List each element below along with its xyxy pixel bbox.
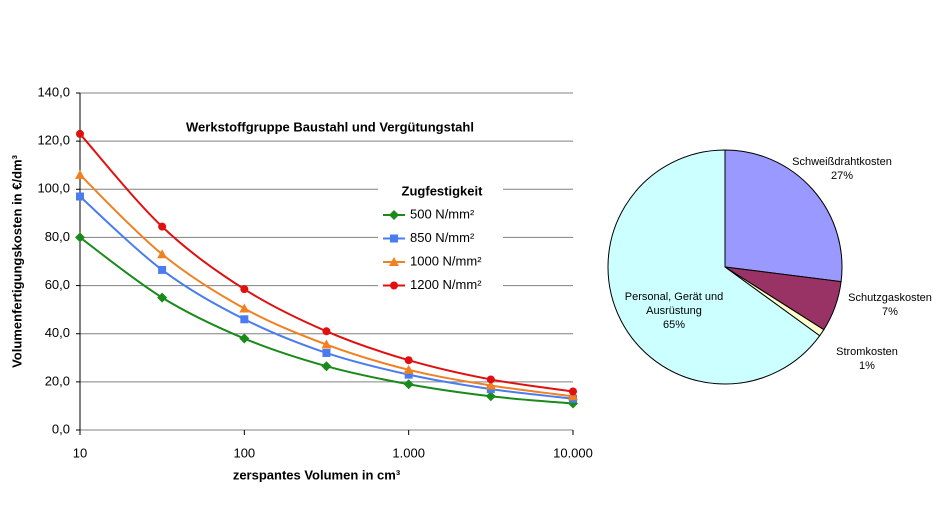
pie-slice — [724, 149, 843, 283]
legend-marker — [390, 281, 398, 290]
data-point — [404, 370, 413, 379]
pie-label: Schutzgaskosten 7% — [825, 291, 945, 319]
title-box — [155, 117, 505, 139]
x-tick-label: 10 — [73, 445, 87, 460]
data-point — [157, 249, 168, 259]
data-point — [239, 333, 250, 344]
legend-label: 1000 N/mm² — [410, 253, 482, 268]
slice-value: 1% — [859, 360, 875, 372]
data-point — [404, 356, 413, 365]
slice-name: Personal, Gerät und Ausrüstung — [624, 291, 724, 317]
pie-slice — [607, 149, 821, 385]
y-tick-label: 0,0 — [52, 421, 70, 436]
data-point — [568, 391, 578, 401]
x-tick-label: 1.000 — [392, 445, 425, 460]
data-point — [322, 327, 331, 336]
data-point — [239, 303, 250, 313]
pie-label: Schweißdrahtkosten 27% — [777, 155, 907, 183]
x-tick-label: 100 — [233, 445, 255, 460]
data-point — [322, 348, 331, 357]
y-tick-label: 20,0 — [45, 373, 70, 388]
y-tick-label: 80,0 — [45, 229, 70, 244]
data-point — [486, 375, 495, 384]
data-point — [76, 192, 84, 201]
x-tick-label: 10.000 — [553, 445, 593, 460]
legend-marker — [389, 257, 399, 266]
slice-name: Schutzgaskosten — [848, 292, 932, 304]
y-axis-title: Volumenfertigungskosten in €/dm³ — [9, 154, 24, 368]
slice-name: Schweißdrahtkosten — [792, 156, 892, 168]
data-point — [158, 265, 167, 274]
data-point — [569, 387, 577, 396]
slice-name: Stromkosten — [836, 346, 898, 358]
data-point — [485, 391, 496, 402]
data-point — [485, 380, 496, 390]
data-point — [158, 222, 167, 231]
data-point — [76, 129, 84, 138]
y-tick-label: 60,0 — [45, 277, 70, 292]
legend-marker — [389, 210, 399, 220]
legend-box — [378, 178, 503, 290]
chart-title: Werkstoffgruppe Baustahl und Vergütungst… — [186, 119, 474, 134]
slice-value: 65% — [662, 319, 686, 331]
y-tick-label: 120,0 — [37, 133, 70, 148]
y-tick-label: 100,0 — [37, 181, 70, 196]
legend-title: Zugfestigkeit — [402, 183, 484, 198]
slice-value: 7% — [882, 306, 898, 318]
legend-marker — [390, 234, 398, 243]
data-point — [75, 169, 85, 179]
y-tick-label: 40,0 — [45, 325, 70, 340]
data-point — [240, 285, 249, 294]
data-point — [403, 364, 414, 374]
pie-label: Stromkosten 1% — [802, 345, 932, 373]
data-point — [321, 361, 332, 372]
data-point — [321, 339, 332, 349]
legend-label: 850 N/mm² — [410, 230, 475, 245]
x-axis-title: zerspantes Volumen in cm³ — [233, 467, 401, 482]
data-point — [75, 232, 85, 243]
data-point — [157, 292, 168, 303]
legend-label: 1200 N/mm² — [410, 277, 482, 292]
data-point — [403, 379, 414, 390]
y-tick-label: 140,0 — [37, 84, 70, 99]
pie-label: Personal, Gerät und Ausrüstung 65% — [609, 290, 739, 332]
legend-label: 500 N/mm² — [410, 206, 475, 221]
data-point — [240, 315, 249, 324]
slice-value: 27% — [830, 170, 854, 182]
